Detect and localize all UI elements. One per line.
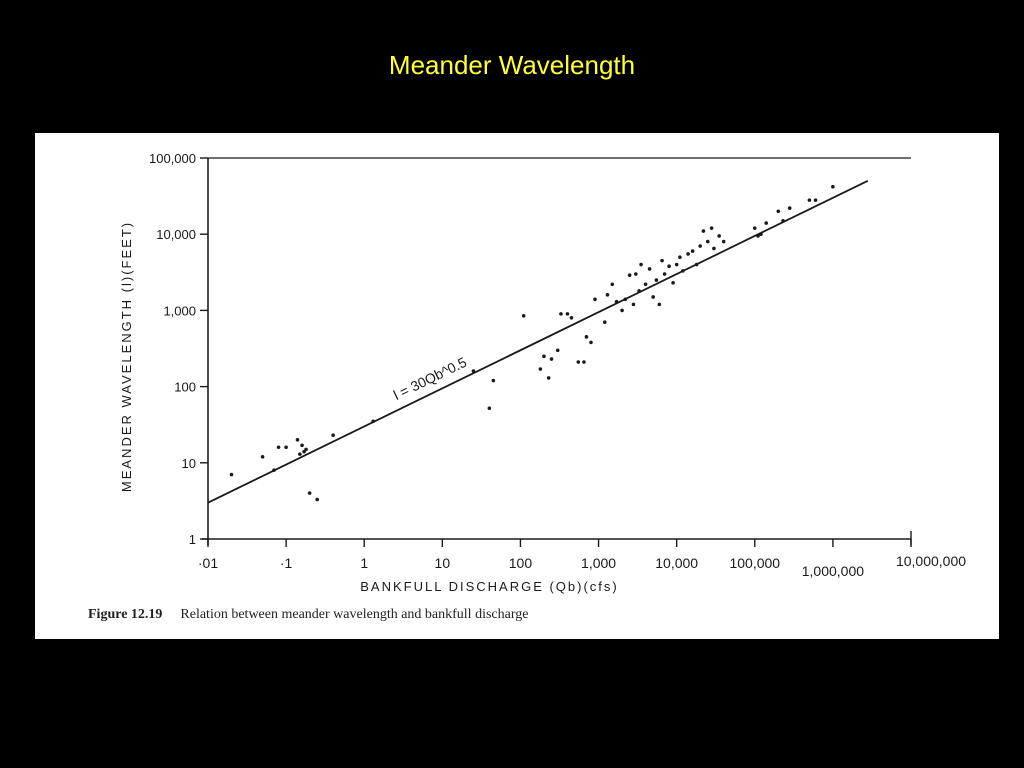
data-point [593, 297, 597, 302]
y-axis-label: MEANDER WAVELENGTH (l)(FEET) [119, 221, 134, 492]
x-tick-label: 10 [435, 555, 451, 571]
data-point [667, 264, 671, 269]
data-point [272, 468, 276, 472]
data-point [331, 433, 335, 438]
data-point [605, 293, 610, 297]
data-point [471, 369, 476, 373]
data-point [565, 312, 570, 316]
data-point [717, 234, 721, 238]
x-tick-label: 1,000,000 [802, 563, 864, 579]
data-point [260, 454, 265, 459]
x-tick-label: ·01 [198, 555, 218, 571]
data-point [555, 348, 560, 353]
data-point [542, 354, 546, 359]
data-point [674, 262, 679, 267]
data-point [487, 406, 492, 411]
data-point [284, 445, 288, 450]
scatter-chart: 1 10 100 1,000 10,000 100,000 ·01 ·1 1 10 100 1,000… [119, 151, 966, 594]
data-point [315, 497, 319, 502]
data-point [643, 282, 648, 287]
data-point [813, 198, 818, 202]
figure-panel: 1 10 100 1,000 10,000 100,000 ·01 ·1 1 10 100 1,000… [35, 133, 999, 639]
data-point [721, 239, 726, 244]
y-tick-label: 100,000 [149, 151, 196, 166]
data-point [807, 198, 812, 202]
data-point [709, 226, 714, 230]
data-point [276, 445, 281, 450]
x-tick-label: 100 [509, 555, 533, 571]
data-point [756, 234, 760, 238]
data-point [654, 278, 659, 282]
data-point [589, 340, 593, 345]
data-point [634, 272, 638, 276]
y-tick-label: 100 [174, 380, 196, 395]
data-point [787, 206, 792, 210]
x-tick-label: 1 [360, 555, 368, 571]
data-point [229, 472, 234, 477]
data-point [610, 282, 615, 287]
fit-line-label: l = 30Qb^0.5 [391, 354, 470, 403]
data-point [686, 252, 690, 256]
data-point [295, 438, 300, 442]
data-point [701, 229, 706, 233]
data-point [569, 315, 574, 320]
data-point [639, 262, 643, 267]
data-point [637, 289, 641, 293]
data-point [776, 209, 781, 214]
figure-caption: Figure 12.19 Relation between meander wav… [88, 607, 528, 623]
fit-line [207, 179, 869, 504]
x-tick-label: ·1 [280, 555, 293, 571]
data-point [298, 452, 302, 456]
data-point [759, 232, 763, 236]
data-point [631, 302, 636, 307]
data-point [657, 302, 662, 307]
data-point [678, 255, 682, 259]
data-point [559, 312, 563, 316]
data-point [694, 262, 699, 267]
x-axis-label: BANKFULL DISCHARGE (Qb)(cfs) [360, 579, 619, 594]
caption-text: Relation between meander wavelength and … [180, 607, 529, 622]
data-point [627, 273, 632, 277]
data-point [491, 378, 496, 383]
data-point [662, 272, 667, 276]
data-point [549, 357, 554, 361]
x-tick-label: 1,000 [581, 555, 616, 571]
slide-title: Meander Wavelength [388, 50, 636, 80]
data-point [307, 491, 312, 495]
data-point [831, 184, 835, 189]
data-point [712, 246, 716, 251]
data-point [602, 320, 607, 325]
x-tick-label: 10,000,000 [896, 553, 966, 569]
data-point [300, 443, 304, 448]
data-point [623, 297, 628, 302]
data-point [582, 360, 586, 364]
data-point [647, 267, 652, 271]
data-point [304, 447, 308, 452]
data-point [546, 376, 551, 380]
data-point [681, 269, 685, 273]
data-point [690, 249, 695, 253]
data-point [620, 308, 624, 313]
caption-number: Figure 12.19 [88, 607, 163, 622]
data-point [764, 221, 768, 225]
data-point [521, 313, 526, 318]
y-tick-label: 1 [189, 532, 196, 547]
y-tick-label: 10 [182, 456, 196, 471]
data-point [576, 360, 581, 364]
data-point [660, 258, 664, 263]
data-point [752, 226, 757, 230]
y-tick-label: 1,000 [163, 303, 196, 318]
data-point [698, 244, 702, 248]
data-point [651, 295, 655, 299]
data-point [584, 335, 589, 339]
data-point [781, 218, 785, 223]
data-point [705, 239, 710, 244]
data-point [671, 281, 675, 285]
data-point [614, 299, 619, 304]
x-tick-label: 100,000 [729, 555, 780, 571]
data-point [538, 367, 543, 371]
data-point [371, 419, 375, 424]
x-tick-label: 10,000 [655, 555, 698, 571]
y-tick-label: 10,000 [156, 227, 196, 242]
